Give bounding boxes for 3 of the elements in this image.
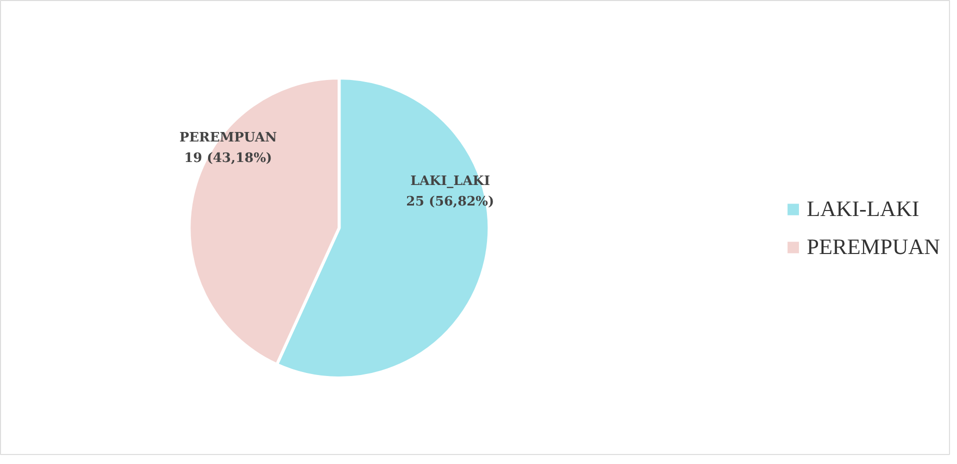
data-label: PEREMPUAN 19 (43,18%) [179, 130, 277, 166]
legend-label: PEREMPUAN [806, 234, 940, 260]
legend-label: LAKI-LAKI [806, 196, 920, 222]
